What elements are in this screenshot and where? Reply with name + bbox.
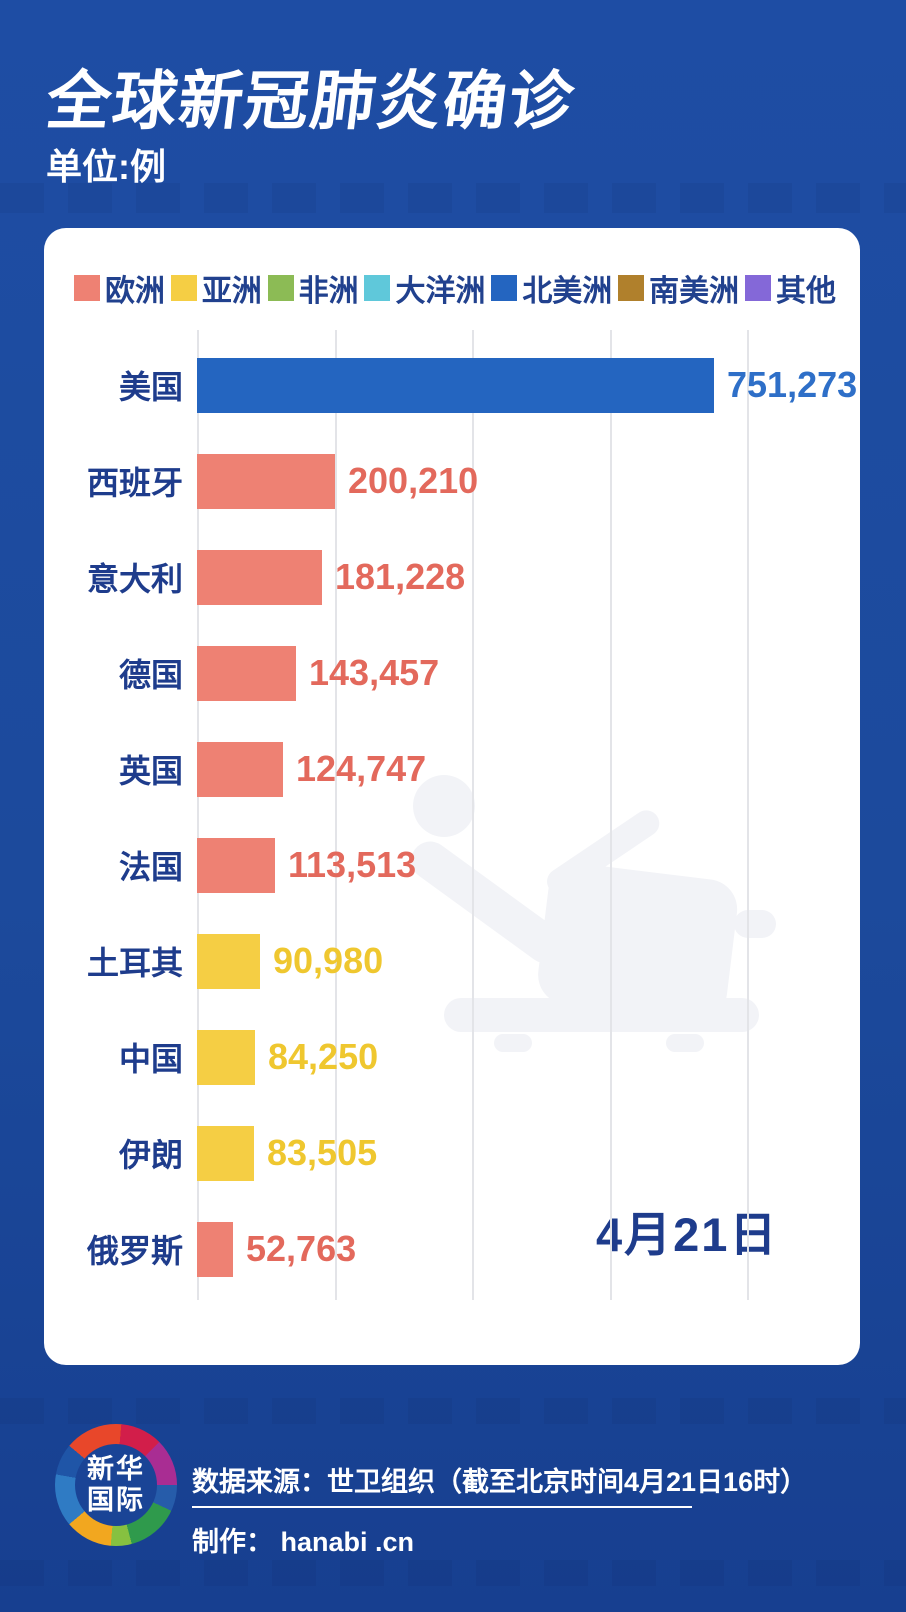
bar-value: 113,513 [288,844,417,885]
legend: 欧洲 亚洲 非洲 大洋洲 北美洲 南美洲 其他 [74,266,836,310]
country-label: 意大利 [86,561,183,597]
europe-swatch-icon [74,275,100,301]
bar [197,741,283,797]
other-swatch-icon [744,275,771,301]
gridline [334,330,337,1300]
page-title: 全球新冠肺炎确诊 [42,65,580,137]
bar [197,933,260,989]
bar-row: 俄罗斯 52,763 [44,1201,860,1297]
gridline [747,330,749,1300]
data-source-text: 数据来源：世卫组织（截至北京时间4月21日16时） [192,1467,808,1497]
footer-divider [192,1506,692,1508]
country-label: 德国 [118,657,183,693]
gridline [609,330,612,1300]
bar-row: 英国 124,747 [44,721,860,817]
gridline [472,330,474,1300]
legend-item-other: 其他 [744,266,836,310]
bar [197,1029,255,1085]
background-watermark-stripe [0,1560,906,1586]
country-label: 美国 [118,369,183,405]
legend-item-south_america: 南美洲 [618,266,739,310]
bar [197,1221,233,1277]
bar-row: 土耳其 90,980 [44,913,860,1009]
legend-label: 北美洲 [522,275,613,308]
bar [197,549,322,605]
bar [197,1125,254,1181]
legend-label: 其他 [775,275,836,308]
logo-line2: 国际 [87,1485,145,1515]
plot-area: 4月21日 美国 751,273 西班牙 200,210 意大利 181,228 德国 143… [44,228,860,1365]
bar-row: 伊朗 83,505 [44,1105,860,1201]
bar-row: 法国 113,513 [44,817,860,913]
bar-value: 751,273 [727,364,858,405]
legend-item-north_america: 北美洲 [491,266,612,310]
bar [197,357,714,413]
xinhua-logo-text: 新华 国际 [55,1424,177,1546]
bar-row: 中国 84,250 [44,1009,860,1105]
bar-value: 200,210 [348,460,479,501]
date-annotation: 4月21日 [596,1208,779,1261]
credit-text: 制作： hanabi .cn [192,1527,415,1557]
bar [197,837,275,893]
oceania-swatch-icon [364,275,391,301]
xinhua-logo: 新华 国际 [55,1424,177,1546]
bar [197,645,296,701]
background-watermark-stripe [0,1398,906,1424]
africa-swatch-icon [267,275,294,301]
country-label: 俄罗斯 [86,1233,183,1269]
bar-value: 90,980 [273,940,384,981]
background-watermark-stripe [0,183,906,213]
asia-swatch-icon [170,275,197,301]
unit-label: 单位:例 [46,146,166,187]
bar-value: 143,457 [309,652,440,693]
legend-label: 非洲 [298,275,359,308]
legend-label: 大洋洲 [395,275,486,308]
xinhua-logo-hole [75,1444,157,1526]
legend-item-asia: 亚洲 [170,266,262,310]
bar [197,453,335,509]
bar-value: 181,228 [335,556,466,597]
country-label: 法国 [118,849,183,885]
south_america-swatch-icon [618,275,645,301]
country-label: 伊朗 [118,1137,183,1173]
legend-item-europe: 欧洲 [74,266,165,310]
bar-value: 84,250 [268,1036,379,1077]
legend-label: 南美洲 [649,275,740,308]
logo-line1: 新华 [87,1454,145,1484]
legend-label: 欧洲 [105,275,165,308]
bar-row: 西班牙 200,210 [44,433,860,529]
country-label: 英国 [118,753,183,789]
country-label: 中国 [118,1041,183,1077]
bar-row: 意大利 181,228 [44,529,860,625]
country-label: 西班牙 [86,465,183,501]
legend-item-oceania: 大洋洲 [364,266,485,310]
north_america-swatch-icon [491,275,518,301]
hospital-bed-watermark-icon [411,775,776,1052]
gridline [197,330,199,1300]
legend-label: 亚洲 [201,275,262,308]
country-label: 土耳其 [86,945,183,981]
bar-value: 124,747 [296,748,427,789]
bar-row: 德国 143,457 [44,625,860,721]
chart-card: 欧洲 亚洲 非洲 大洋洲 北美洲 南美洲 其他 4月21日 美国 751,273 西班牙 200,… [44,228,860,1365]
bar-value: 52,763 [246,1228,357,1269]
legend-item-africa: 非洲 [267,266,359,310]
bar-value: 83,505 [267,1132,378,1173]
bar-row: 美国 751,273 [44,337,860,433]
